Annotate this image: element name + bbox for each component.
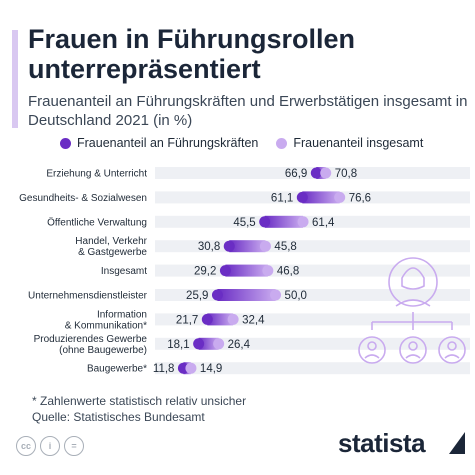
category-label: Produzierendes Gewerbe (ohne Baugewerbe) xyxy=(34,334,148,356)
category-label: Insgesamt xyxy=(101,266,147,277)
value-label-fuehrung: 25,9 xyxy=(186,290,208,302)
by-icon: i xyxy=(40,436,60,456)
dot-insgesamt xyxy=(320,167,332,179)
dot-fuehrung xyxy=(219,265,231,277)
value-label-fuehrung: 21,7 xyxy=(176,314,198,326)
dot-fuehrung xyxy=(201,313,213,325)
marks-layer: Erziehung & Unterricht 66,9 70,8 Gesundheit… xyxy=(19,167,371,375)
range-bar xyxy=(229,240,266,253)
cc-icon: cc xyxy=(16,436,36,456)
value-label-fuehrung: 11,8 xyxy=(153,363,175,375)
row-track xyxy=(155,337,470,350)
category-label: Handel, Verkehr & Gastgewerbe xyxy=(75,236,147,258)
dot-fuehrung xyxy=(310,167,322,179)
value-label-insgesamt: 46,8 xyxy=(277,266,299,278)
value-label-fuehrung: 30,8 xyxy=(198,241,220,253)
brand-mark-icon xyxy=(449,432,465,454)
value-label-insgesamt: 50,0 xyxy=(285,290,307,302)
value-label-fuehrung: 66,9 xyxy=(285,168,307,180)
legend-dot-dark xyxy=(60,137,71,149)
row-track xyxy=(155,362,470,375)
dot-insgesamt xyxy=(297,216,309,228)
dot-insgesamt xyxy=(259,240,271,252)
range-bar xyxy=(264,215,304,228)
category-label: Information & Kommunikation* xyxy=(65,309,147,331)
range-bar xyxy=(198,337,219,350)
footnote: * Zahlenwerte statistisch relativ unsich… xyxy=(32,394,247,408)
dot-fuehrung xyxy=(223,240,235,252)
legend-label-insgesamt: Frauenanteil insgesamt xyxy=(293,136,424,150)
category-label: Baugewerbe* xyxy=(87,364,147,375)
dot-insgesamt xyxy=(262,265,274,277)
dot-fuehrung xyxy=(211,289,223,301)
legend-label-fuehrung: Frauenanteil an Führungskräften xyxy=(77,136,259,150)
dot-insgesamt xyxy=(334,191,346,203)
dot-insgesamt xyxy=(270,289,282,301)
dot-fuehrung xyxy=(296,191,308,203)
source-line: Quelle: Statistisches Bundesamt xyxy=(32,410,205,424)
value-label-insgesamt: 32,4 xyxy=(242,314,265,326)
license-icons: cc i = xyxy=(16,436,84,456)
title-accent-bar xyxy=(12,30,18,128)
range-bar xyxy=(302,191,340,204)
legend-item-fuehrung: Frauenanteil an Führungskräften xyxy=(60,136,258,150)
value-label-fuehrung: 61,1 xyxy=(271,192,293,204)
value-label-insgesamt: 14,9 xyxy=(200,363,222,375)
dot-insgesamt xyxy=(213,338,225,350)
nd-icon: = xyxy=(64,436,84,456)
legend: Frauenanteil an Führungskräften Frauenan… xyxy=(60,136,423,150)
range-bar xyxy=(225,264,268,277)
category-label: Unternehmensdienstleister xyxy=(28,291,148,302)
dot-insgesamt xyxy=(227,313,239,325)
value-label-insgesamt: 61,4 xyxy=(312,217,335,229)
dot-insgesamt xyxy=(185,362,197,374)
value-label-fuehrung: 29,2 xyxy=(194,266,216,278)
category-label: Gesundheits- & Sozialwesen xyxy=(19,193,147,204)
chart-subtitle: Frauenanteil an Führungskräften und Erwe… xyxy=(28,93,468,129)
legend-item-insgesamt: Frauenanteil insgesamt xyxy=(276,136,423,150)
range-bar xyxy=(207,313,234,326)
category-label: Erziehung & Unterricht xyxy=(46,169,147,180)
legend-dot-light xyxy=(276,137,288,149)
value-label-insgesamt: 26,4 xyxy=(228,339,251,351)
brand-logo: statista xyxy=(338,428,426,458)
dot-fuehrung xyxy=(193,338,205,350)
value-label-insgesamt: 45,8 xyxy=(274,241,296,253)
value-label-insgesamt: 76,6 xyxy=(349,192,371,204)
row-track xyxy=(155,215,470,228)
value-label-fuehrung: 45,5 xyxy=(233,217,255,229)
woman-hierarchy-illustration xyxy=(358,257,466,364)
value-label-fuehrung: 18,1 xyxy=(167,339,189,351)
value-label-insgesamt: 70,8 xyxy=(335,168,357,180)
range-bar xyxy=(217,289,276,301)
dot-fuehrung xyxy=(259,216,271,228)
chart-title: Frauen in Führungsrollen unterrepräsenti… xyxy=(28,24,356,84)
category-label: Öffentliche Verwaltung xyxy=(47,216,147,228)
